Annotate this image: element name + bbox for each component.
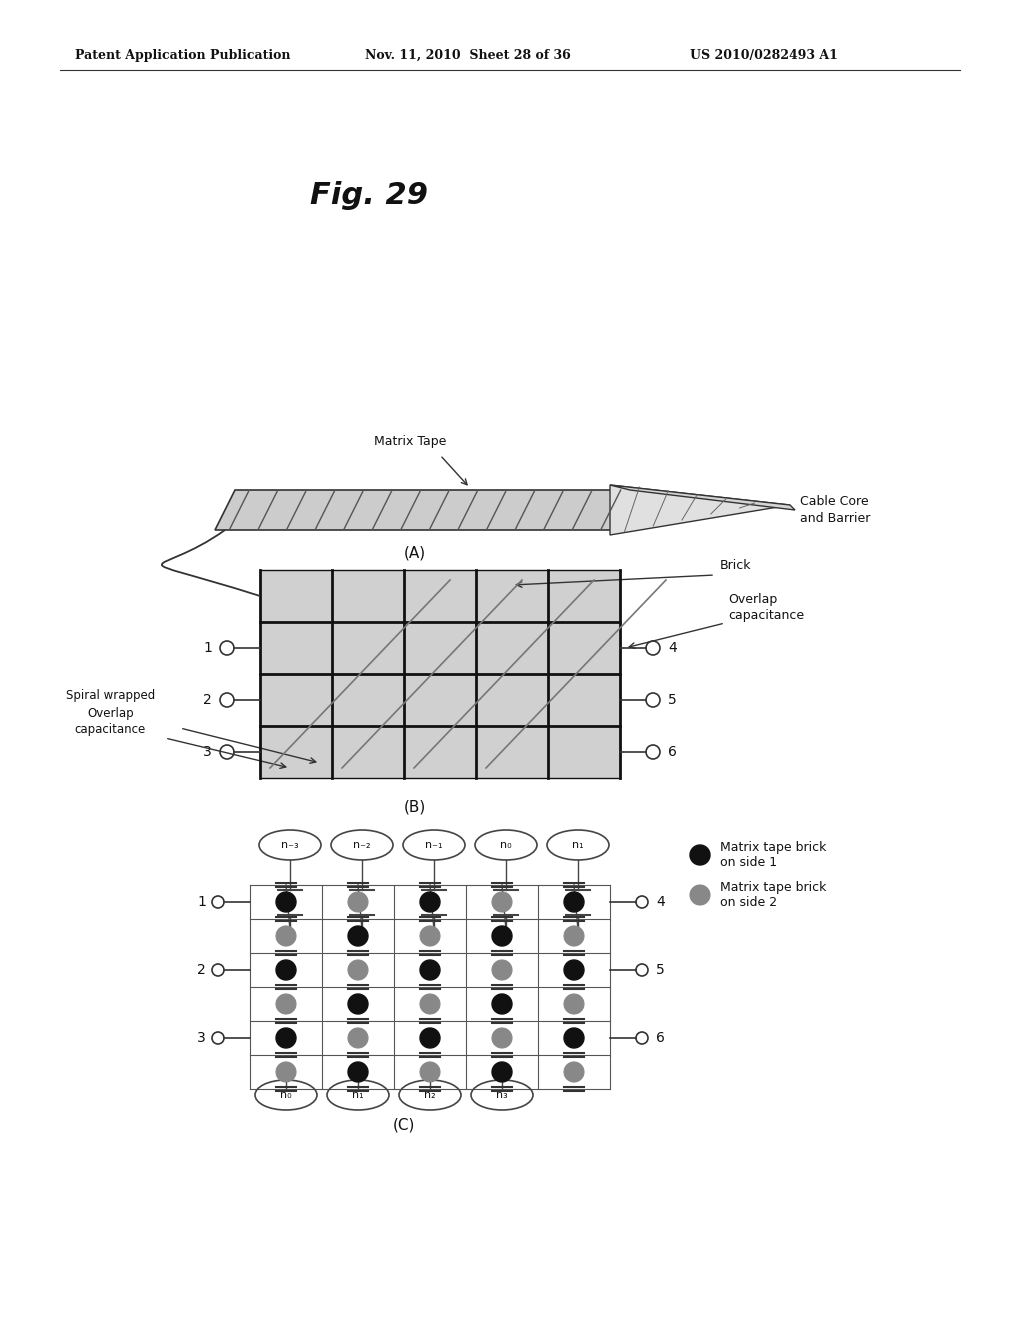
Text: 4: 4 xyxy=(668,642,677,655)
Circle shape xyxy=(564,1028,584,1048)
Circle shape xyxy=(276,994,296,1014)
Bar xyxy=(404,726,476,777)
Circle shape xyxy=(492,1063,512,1082)
Circle shape xyxy=(492,1028,512,1048)
Bar xyxy=(476,570,548,622)
Bar xyxy=(476,675,548,726)
Polygon shape xyxy=(215,490,635,531)
Text: n₁: n₁ xyxy=(352,1090,364,1100)
Bar xyxy=(404,622,476,675)
Text: 1: 1 xyxy=(203,642,212,655)
Text: 6: 6 xyxy=(668,744,677,759)
Circle shape xyxy=(690,884,710,906)
Text: Overlap
capacitance: Overlap capacitance xyxy=(728,594,804,623)
Text: n₋₂: n₋₂ xyxy=(353,840,371,850)
Text: Fig. 29: Fig. 29 xyxy=(310,181,428,210)
Bar xyxy=(332,726,404,777)
Circle shape xyxy=(564,1063,584,1082)
Text: Matrix tape brick
on side 2: Matrix tape brick on side 2 xyxy=(720,880,826,909)
Bar xyxy=(404,675,476,726)
Text: 2: 2 xyxy=(198,964,206,977)
Circle shape xyxy=(276,892,296,912)
Circle shape xyxy=(348,927,368,946)
Bar xyxy=(332,622,404,675)
Circle shape xyxy=(276,960,296,979)
Bar xyxy=(476,726,548,777)
Text: Cable Core
and Barrier: Cable Core and Barrier xyxy=(800,495,870,525)
Text: (C): (C) xyxy=(393,1117,415,1133)
Text: 4: 4 xyxy=(656,895,665,909)
Polygon shape xyxy=(610,484,795,510)
Text: n₃: n₃ xyxy=(496,1090,508,1100)
Text: (A): (A) xyxy=(403,545,426,560)
Text: Matrix Tape: Matrix Tape xyxy=(374,436,446,447)
Circle shape xyxy=(276,1028,296,1048)
Polygon shape xyxy=(610,484,790,535)
Text: 6: 6 xyxy=(656,1031,665,1045)
Bar xyxy=(260,726,332,777)
Text: n₋₃: n₋₃ xyxy=(282,840,299,850)
Circle shape xyxy=(564,994,584,1014)
Bar xyxy=(548,570,620,622)
Bar xyxy=(332,570,404,622)
Circle shape xyxy=(348,960,368,979)
Bar xyxy=(404,570,476,622)
Text: n₁: n₁ xyxy=(572,840,584,850)
Circle shape xyxy=(690,845,710,865)
Text: 2: 2 xyxy=(203,693,212,708)
Text: US 2010/0282493 A1: US 2010/0282493 A1 xyxy=(690,49,838,62)
Circle shape xyxy=(348,1063,368,1082)
Circle shape xyxy=(564,892,584,912)
Circle shape xyxy=(348,1028,368,1048)
Circle shape xyxy=(420,1063,440,1082)
Circle shape xyxy=(276,1063,296,1082)
Text: (B): (B) xyxy=(403,800,426,814)
Bar xyxy=(548,622,620,675)
Circle shape xyxy=(492,927,512,946)
Circle shape xyxy=(276,927,296,946)
Circle shape xyxy=(420,892,440,912)
Bar xyxy=(548,726,620,777)
Circle shape xyxy=(492,960,512,979)
Bar xyxy=(260,675,332,726)
Text: Nov. 11, 2010  Sheet 28 of 36: Nov. 11, 2010 Sheet 28 of 36 xyxy=(365,49,570,62)
Circle shape xyxy=(420,994,440,1014)
Circle shape xyxy=(564,927,584,946)
Circle shape xyxy=(348,892,368,912)
Text: n₀: n₀ xyxy=(500,840,512,850)
Text: Patent Application Publication: Patent Application Publication xyxy=(75,49,291,62)
Circle shape xyxy=(420,927,440,946)
Bar xyxy=(548,675,620,726)
Circle shape xyxy=(420,960,440,979)
Circle shape xyxy=(492,892,512,912)
Text: n₀: n₀ xyxy=(281,1090,292,1100)
Text: 5: 5 xyxy=(668,693,677,708)
Bar xyxy=(260,570,332,622)
Text: Spiral wrapped
Overlap
capacitance: Spiral wrapped Overlap capacitance xyxy=(66,689,155,737)
Text: 3: 3 xyxy=(203,744,212,759)
Text: 3: 3 xyxy=(198,1031,206,1045)
Circle shape xyxy=(420,1028,440,1048)
Text: 1: 1 xyxy=(198,895,206,909)
Text: Brick: Brick xyxy=(720,558,752,572)
Text: n₂: n₂ xyxy=(424,1090,436,1100)
Bar xyxy=(332,675,404,726)
Circle shape xyxy=(564,960,584,979)
Bar xyxy=(260,622,332,675)
Text: n₋₁: n₋₁ xyxy=(425,840,442,850)
Circle shape xyxy=(492,994,512,1014)
Bar xyxy=(476,622,548,675)
Text: Matrix tape brick
on side 1: Matrix tape brick on side 1 xyxy=(720,841,826,870)
Text: 5: 5 xyxy=(656,964,665,977)
Circle shape xyxy=(348,994,368,1014)
